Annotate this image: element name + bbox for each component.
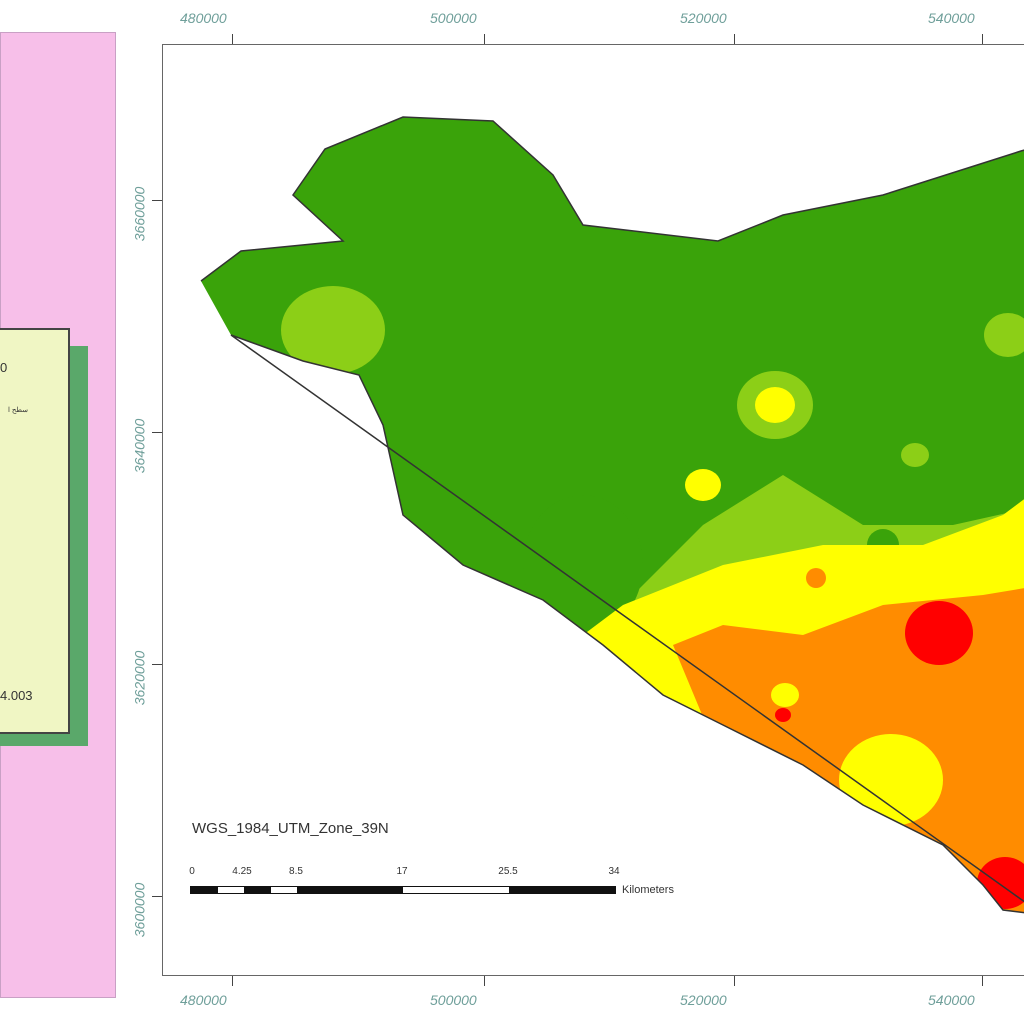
zone-class-1 [523, 495, 643, 635]
map-frame [162, 44, 1024, 976]
y-tick [152, 896, 162, 897]
zone-class-3 [771, 683, 799, 707]
y-tick [152, 664, 162, 665]
scale-label: 25.5 [498, 866, 518, 877]
scale-label: 4.25 [232, 866, 252, 877]
scale-label: 34 [608, 866, 620, 877]
legend-bottom-value: 4.003 [0, 688, 33, 703]
x-tick-label-top: 540000 [928, 10, 975, 26]
zone-class-5 [775, 708, 791, 722]
zone-class-4 [806, 568, 826, 588]
x-tick-label-bottom: 520000 [680, 992, 727, 1008]
x-tick [232, 34, 233, 44]
zone-class-2 [984, 313, 1024, 357]
legend-box: 0 سطح ا 4.003 [0, 328, 70, 734]
zone-class-3 [755, 387, 795, 423]
x-tick [484, 34, 485, 44]
x-tick [484, 976, 485, 986]
x-tick [982, 976, 983, 986]
scale-label: 17 [396, 866, 408, 877]
y-tick-label: 3640000 [131, 418, 148, 474]
zone-class-2 [901, 443, 929, 467]
zone-class-3 [839, 734, 943, 826]
y-tick [152, 432, 162, 433]
scale-units: Kilometers [622, 884, 674, 896]
x-tick [734, 976, 735, 986]
zone-class-5 [905, 601, 973, 665]
y-tick-label: 3600000 [131, 882, 148, 938]
y-tick-label: 3660000 [131, 186, 148, 242]
x-tick-label-top: 500000 [430, 10, 477, 26]
scale-bar: 0 4.25 8.5 17 25.5 34 Kilometers [189, 866, 710, 906]
zone-class-3 [685, 469, 721, 501]
scale-label: 8.5 [289, 866, 303, 877]
map-canvas [200, 116, 1024, 915]
x-tick-label-top: 480000 [180, 10, 227, 26]
y-tick-label: 3620000 [131, 650, 148, 706]
x-tick-label-bottom: 540000 [928, 992, 975, 1008]
legend-top-value: 0 [0, 360, 8, 375]
x-tick [982, 34, 983, 44]
x-tick [232, 976, 233, 986]
x-tick-label-bottom: 500000 [430, 992, 477, 1008]
scale-bar-segments [190, 886, 616, 894]
projection-label: WGS_1984_UTM_Zone_39N [192, 820, 389, 837]
y-tick [152, 200, 162, 201]
region-boundary [200, 116, 1024, 914]
legend-arabic-label: سطح ا [8, 407, 29, 414]
scale-label: 0 [189, 866, 195, 877]
x-tick [734, 34, 735, 44]
x-tick-label-bottom: 480000 [180, 992, 227, 1008]
x-tick-label-top: 520000 [680, 10, 727, 26]
zone-class-2 [281, 286, 385, 374]
